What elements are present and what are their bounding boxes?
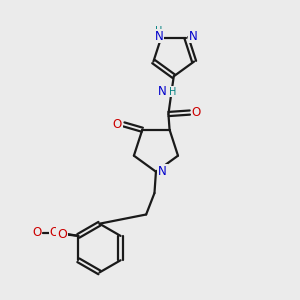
Text: O: O <box>33 226 42 239</box>
Text: H: H <box>169 87 177 97</box>
Text: N: N <box>154 30 163 43</box>
Text: N: N <box>158 165 167 178</box>
Text: methoxy: methoxy <box>42 232 48 233</box>
Text: H: H <box>155 26 163 36</box>
Text: O: O <box>50 226 58 239</box>
Text: O: O <box>192 106 201 119</box>
Text: N: N <box>188 30 197 43</box>
Text: methoxy: methoxy <box>44 232 50 234</box>
Text: O: O <box>113 118 122 131</box>
Text: N: N <box>158 85 167 98</box>
Text: O: O <box>57 228 67 241</box>
